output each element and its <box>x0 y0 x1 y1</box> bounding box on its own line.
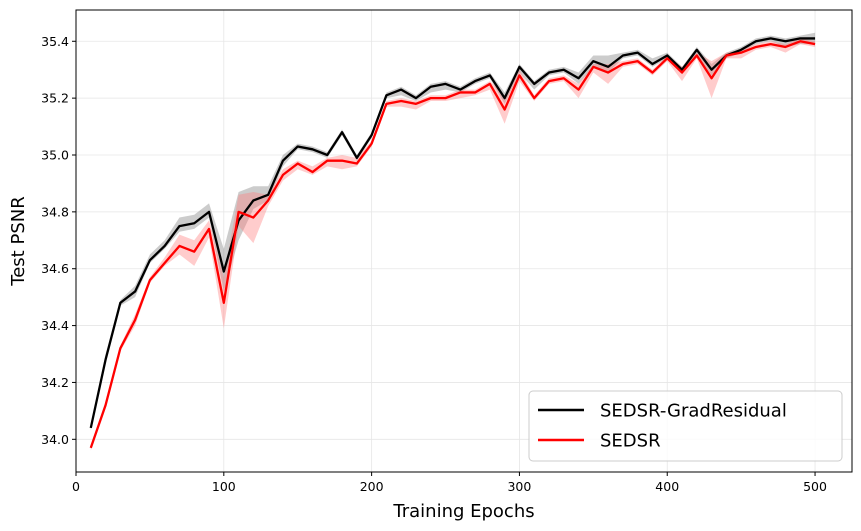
x-axis-ticks: 0 100 200 300 400 500 <box>72 472 827 494</box>
y-tick-label: 35.0 <box>41 147 69 162</box>
y-tick-label: 34.8 <box>41 204 69 219</box>
band-0 <box>90 32 816 431</box>
x-tick-label: 500 <box>803 479 827 494</box>
y-axis-ticks: 34.0 34.2 34.4 34.6 34.8 35.0 35.2 35.4 <box>41 34 76 447</box>
x-tick-label: 300 <box>507 479 531 494</box>
legend: SEDSR-GradResidual SEDSR <box>528 390 843 462</box>
x-tick-label: 400 <box>655 479 679 494</box>
x-tick-label: 0 <box>72 479 80 494</box>
y-tick-label: 34.2 <box>41 375 69 390</box>
y-tick-label: 35.2 <box>41 91 69 106</box>
grid <box>75 10 852 472</box>
x-tick-label: 100 <box>212 479 236 494</box>
plot-frame <box>75 9 853 473</box>
x-tick-label: 200 <box>360 479 384 494</box>
series-lines <box>89 37 816 449</box>
series-line-1 <box>89 40 816 449</box>
y-tick-label: 34.6 <box>41 261 69 276</box>
legend-label-sedsr: SEDSR <box>600 431 661 452</box>
series-line-0 <box>89 37 816 429</box>
legend-label-sedsr-gradresidual: SEDSR-GradResidual <box>600 401 787 422</box>
y-tick-label: 34.4 <box>41 318 69 333</box>
y-tick-label: 35.4 <box>41 34 69 49</box>
band-1 <box>90 38 816 451</box>
x-axis-label: Training Epochs <box>392 501 534 522</box>
y-axis-label: Test PSNR <box>8 196 29 286</box>
legend-box <box>528 390 843 462</box>
y-tick-label: 34.0 <box>41 432 69 447</box>
